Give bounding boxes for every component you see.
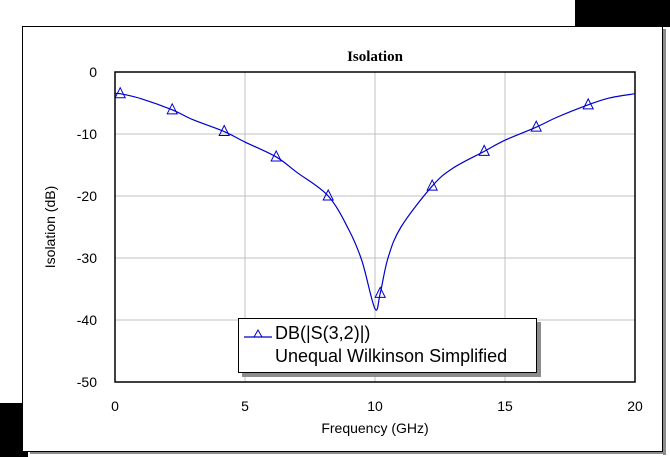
triangle-marker: [374, 286, 387, 298]
x-axis-label: Frequency (GHz): [321, 420, 428, 436]
series-markers: [114, 86, 595, 298]
frame-shadow: [663, 29, 666, 455]
triangle-marker: [166, 102, 179, 115]
triangle-marker: [270, 149, 283, 162]
triangle-marker-icon: [244, 328, 272, 338]
frame-shadow: [30, 451, 666, 454]
triangle-marker: [426, 178, 439, 191]
x-tick-label: 5: [241, 398, 249, 414]
y-tick-label: -10: [77, 126, 97, 142]
triangle-marker: [218, 124, 231, 137]
x-tick-label: 0: [111, 398, 119, 414]
plot-area-border: [114, 71, 636, 383]
x-tick-label: 20: [627, 398, 643, 414]
x-tick-label: 10: [367, 398, 383, 414]
triangle-marker: [582, 97, 595, 110]
chart-window: [22, 26, 663, 452]
legend[interactable]: DB(|S(3,2)|) Unequal Wilkinson Simplifie…: [238, 318, 537, 373]
legend-series-label: DB(|S(3,2)|): [275, 323, 371, 343]
y-tick-label: -40: [77, 312, 97, 328]
window-background-black: [575, 0, 670, 27]
legend-source-label: Unequal Wilkinson Simplified: [275, 346, 508, 366]
triangle-marker: [478, 144, 491, 156]
triangle-marker: [114, 86, 127, 99]
y-tick-label: 0: [89, 64, 97, 80]
y-tick-label: -50: [77, 374, 97, 390]
y-axis-ticks: 0 -10 -20 -30 -40 -50: [77, 64, 97, 390]
y-axis-label: Isolation (dB): [42, 186, 58, 268]
triangle-marker: [322, 188, 335, 201]
x-tick-label: 15: [497, 398, 513, 414]
series-line: [114, 92, 636, 311]
y-tick-label: -30: [77, 250, 97, 266]
y-tick-label: -20: [77, 188, 97, 204]
triangle-marker: [530, 120, 543, 132]
x-axis-ticks: 0 5 10 15 20: [111, 398, 643, 414]
chart-title: Isolation: [347, 49, 404, 65]
